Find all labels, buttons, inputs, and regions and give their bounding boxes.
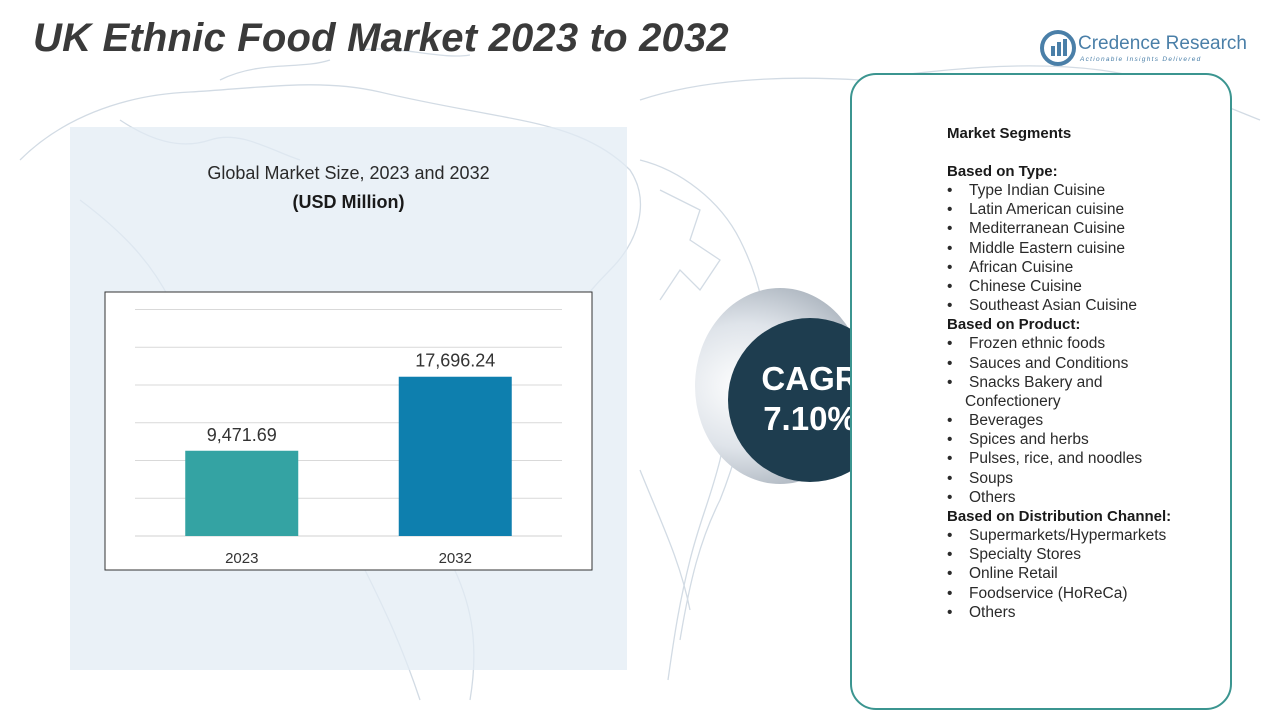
chart-unit: (USD Million) xyxy=(292,192,405,212)
segment-group-heading: Based on Product: xyxy=(947,316,1081,334)
bullet-icon: • xyxy=(947,565,953,583)
bullet-icon: • xyxy=(947,297,953,315)
bar-2023 xyxy=(185,450,299,536)
segment-item: • Others xyxy=(947,603,1016,621)
segment-item: • Supermarkets/Hypermarkets xyxy=(947,527,1167,544)
bullet-icon: • xyxy=(947,469,953,487)
bullet-icon: • xyxy=(947,603,953,621)
bar-2032 xyxy=(398,376,512,536)
cagr-value: 7.10% xyxy=(763,400,857,437)
segment-item: • Others xyxy=(947,488,1016,506)
segment-item: • Snacks Bakery and xyxy=(947,373,1103,391)
bullet-icon: • xyxy=(947,220,953,238)
segment-group-heading: Based on Type: xyxy=(947,163,1058,180)
page-title: UK Ethnic Food Market 2023 to 2032 xyxy=(33,16,729,60)
bullet-icon: • xyxy=(947,201,953,219)
segment-item: • Foodservice (HoReCa) xyxy=(947,584,1128,602)
data-label-2023: 9,471.69 xyxy=(207,425,277,445)
bullet-icon: • xyxy=(947,335,953,353)
segment-item: • Southeast Asian Cuisine xyxy=(947,297,1138,315)
credence-logo-icon xyxy=(1040,30,1076,66)
bullet-icon: • xyxy=(947,277,953,295)
bullet-icon: • xyxy=(947,258,953,276)
bullet-icon: • xyxy=(947,527,953,544)
segment-item: • African Cuisine xyxy=(947,258,1074,276)
segments-title: Market Segments xyxy=(947,125,1072,142)
segments-list: Market Segments Based on Type: • Type Indi… xyxy=(947,124,1227,622)
bullet-icon: • xyxy=(947,488,953,506)
bullet-icon: • xyxy=(947,182,953,199)
x-tick-2032: 2032 xyxy=(439,550,472,567)
bullet-icon: • xyxy=(947,546,953,564)
segment-item: Confectionery xyxy=(965,392,1061,410)
segment-item: • Middle Eastern cuisine xyxy=(947,239,1125,257)
segment-item: • Pulses, rice, and noodles xyxy=(947,450,1143,468)
segment-group-heading: Based on Distribution Channel: xyxy=(947,508,1172,525)
bullet-icon: • xyxy=(947,239,953,257)
chart-frame xyxy=(104,291,593,571)
segment-item: • Mediterranean Cuisine xyxy=(947,220,1125,238)
segment-item: • Beverages xyxy=(947,412,1044,430)
bullet-icon: • xyxy=(947,373,953,391)
data-label-2032: 17,696.24 xyxy=(415,351,495,371)
segment-item: • Soups xyxy=(947,469,1013,487)
brand-name: Credence Research xyxy=(1078,33,1247,54)
segment-item: • Type Indian Cuisine xyxy=(947,182,1106,199)
segment-item: • Chinese Cuisine xyxy=(947,277,1082,295)
bullet-icon: • xyxy=(947,354,953,372)
segment-item: • Sauces and Conditions xyxy=(947,354,1129,372)
segment-item: • Online Retail xyxy=(947,565,1058,583)
bullet-icon: • xyxy=(947,584,953,602)
x-tick-2023: 2023 xyxy=(225,550,258,567)
segment-item: • Frozen ethnic foods xyxy=(947,335,1106,353)
brand-logo: Credence Research Actionable Insights De… xyxy=(1040,30,1255,70)
segments-panel xyxy=(850,73,1232,710)
bullet-icon: • xyxy=(947,431,953,449)
segment-item: • Latin American cuisine xyxy=(947,201,1125,219)
brand-tagline: Actionable Insights Delivered xyxy=(1080,56,1202,63)
cagr-label: CAGR xyxy=(761,360,859,397)
segment-item: • Specialty Stores xyxy=(947,546,1081,564)
chart-heading: Global Market Size, 2023 and 2032 xyxy=(207,163,490,183)
bullet-icon: • xyxy=(947,450,953,468)
segment-item: • Spices and herbs xyxy=(947,431,1089,449)
bullet-icon: • xyxy=(947,412,953,430)
